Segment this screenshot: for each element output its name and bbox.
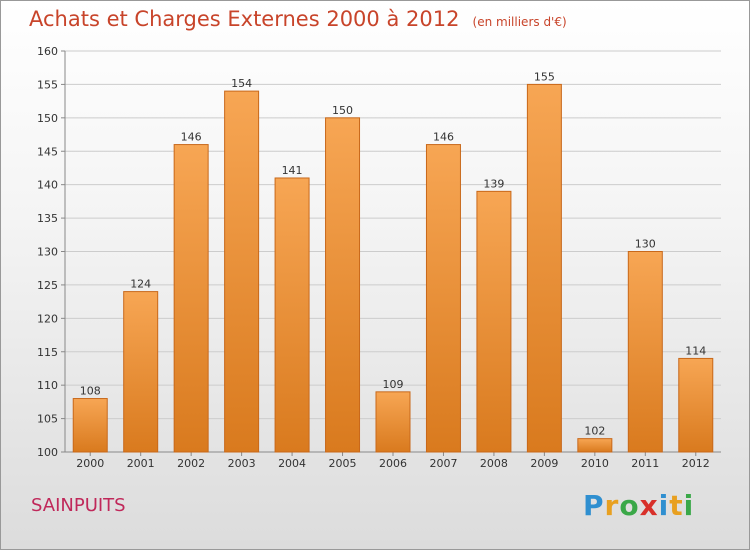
data-label: 109 [383,378,404,391]
bar [375,391,411,453]
chart-title: Achats et Charges Externes 2000 à 2012 [29,7,460,31]
y-tick-label: 100 [37,446,58,459]
bar [627,251,663,453]
y-tick-label: 160 [37,45,58,58]
logo-letter: i [683,489,695,522]
chart-subtitle: (en milliers d'€) [472,15,567,29]
y-tick-label: 125 [37,279,58,292]
y-tick-label: 150 [37,112,58,125]
x-tick-label: 2005 [329,457,357,470]
bars [72,83,714,453]
x-tick-label: 2007 [429,457,457,470]
data-label: 130 [635,238,656,251]
x-tick-label: 2012 [682,457,710,470]
x-tick-label: 2004 [278,457,306,470]
logo-letter: o [619,489,640,522]
logo-letter: P [583,489,605,522]
bar [274,177,310,453]
x-tick-label: 2003 [228,457,256,470]
bar [678,357,714,453]
x-tick-label: 2002 [177,457,205,470]
y-axis-tick-labels: 100 105 110 115 120 125 130 135 140 145 150 155 160 [37,45,58,459]
bar [325,117,361,453]
data-label: 155 [534,70,555,83]
bar [425,144,461,453]
y-tick-label: 105 [37,413,58,426]
x-tick-label: 2008 [480,457,508,470]
y-tick-label: 120 [37,312,58,325]
y-tick-label: 155 [37,78,58,91]
x-tick-label: 2011 [631,457,659,470]
data-label: 139 [483,177,504,190]
bar [123,291,159,453]
y-tick-label: 115 [37,346,58,359]
data-label: 146 [433,131,454,144]
bar [577,438,613,453]
y-tick-label: 130 [37,246,58,259]
data-label: 124 [130,278,151,291]
logo-letter: x [639,489,659,522]
bar [526,83,562,453]
chart-header: Achats et Charges Externes 2000 à 2012 (… [29,7,567,31]
bar [476,190,512,453]
y-tick-label: 110 [37,379,58,392]
y-tick-label: 145 [37,145,58,158]
x-tick-label: 2006 [379,457,407,470]
data-label: 146 [181,131,202,144]
city-name: SAINPUITS [31,495,126,516]
x-tick-label: 2000 [76,457,104,470]
bar [72,398,108,453]
data-label: 102 [584,425,605,438]
logo-letter: t [669,489,684,522]
x-tick-label: 2010 [581,457,609,470]
bar [224,90,260,453]
logo-letter: i [658,489,670,522]
data-label: 154 [231,77,252,90]
y-tick-label: 140 [37,179,58,192]
x-axis-tick-labels: 2000 2001 2002 2003 2004 2005 2006 2007 2008 2009… [76,457,710,470]
data-label: 108 [80,385,101,398]
x-tick-label: 2001 [127,457,155,470]
proxiti-logo: Proxiti [583,489,694,522]
bar [173,144,209,453]
y-tick-label: 135 [37,212,58,225]
data-label: 141 [282,164,303,177]
data-label: 150 [332,104,353,117]
data-label: 114 [685,344,706,357]
data-labels: 108 124 146 154 141 150 109 146 139 155 102 130 114 [80,70,707,437]
logo-letter: r [604,489,620,522]
x-tick-label: 2009 [530,457,558,470]
